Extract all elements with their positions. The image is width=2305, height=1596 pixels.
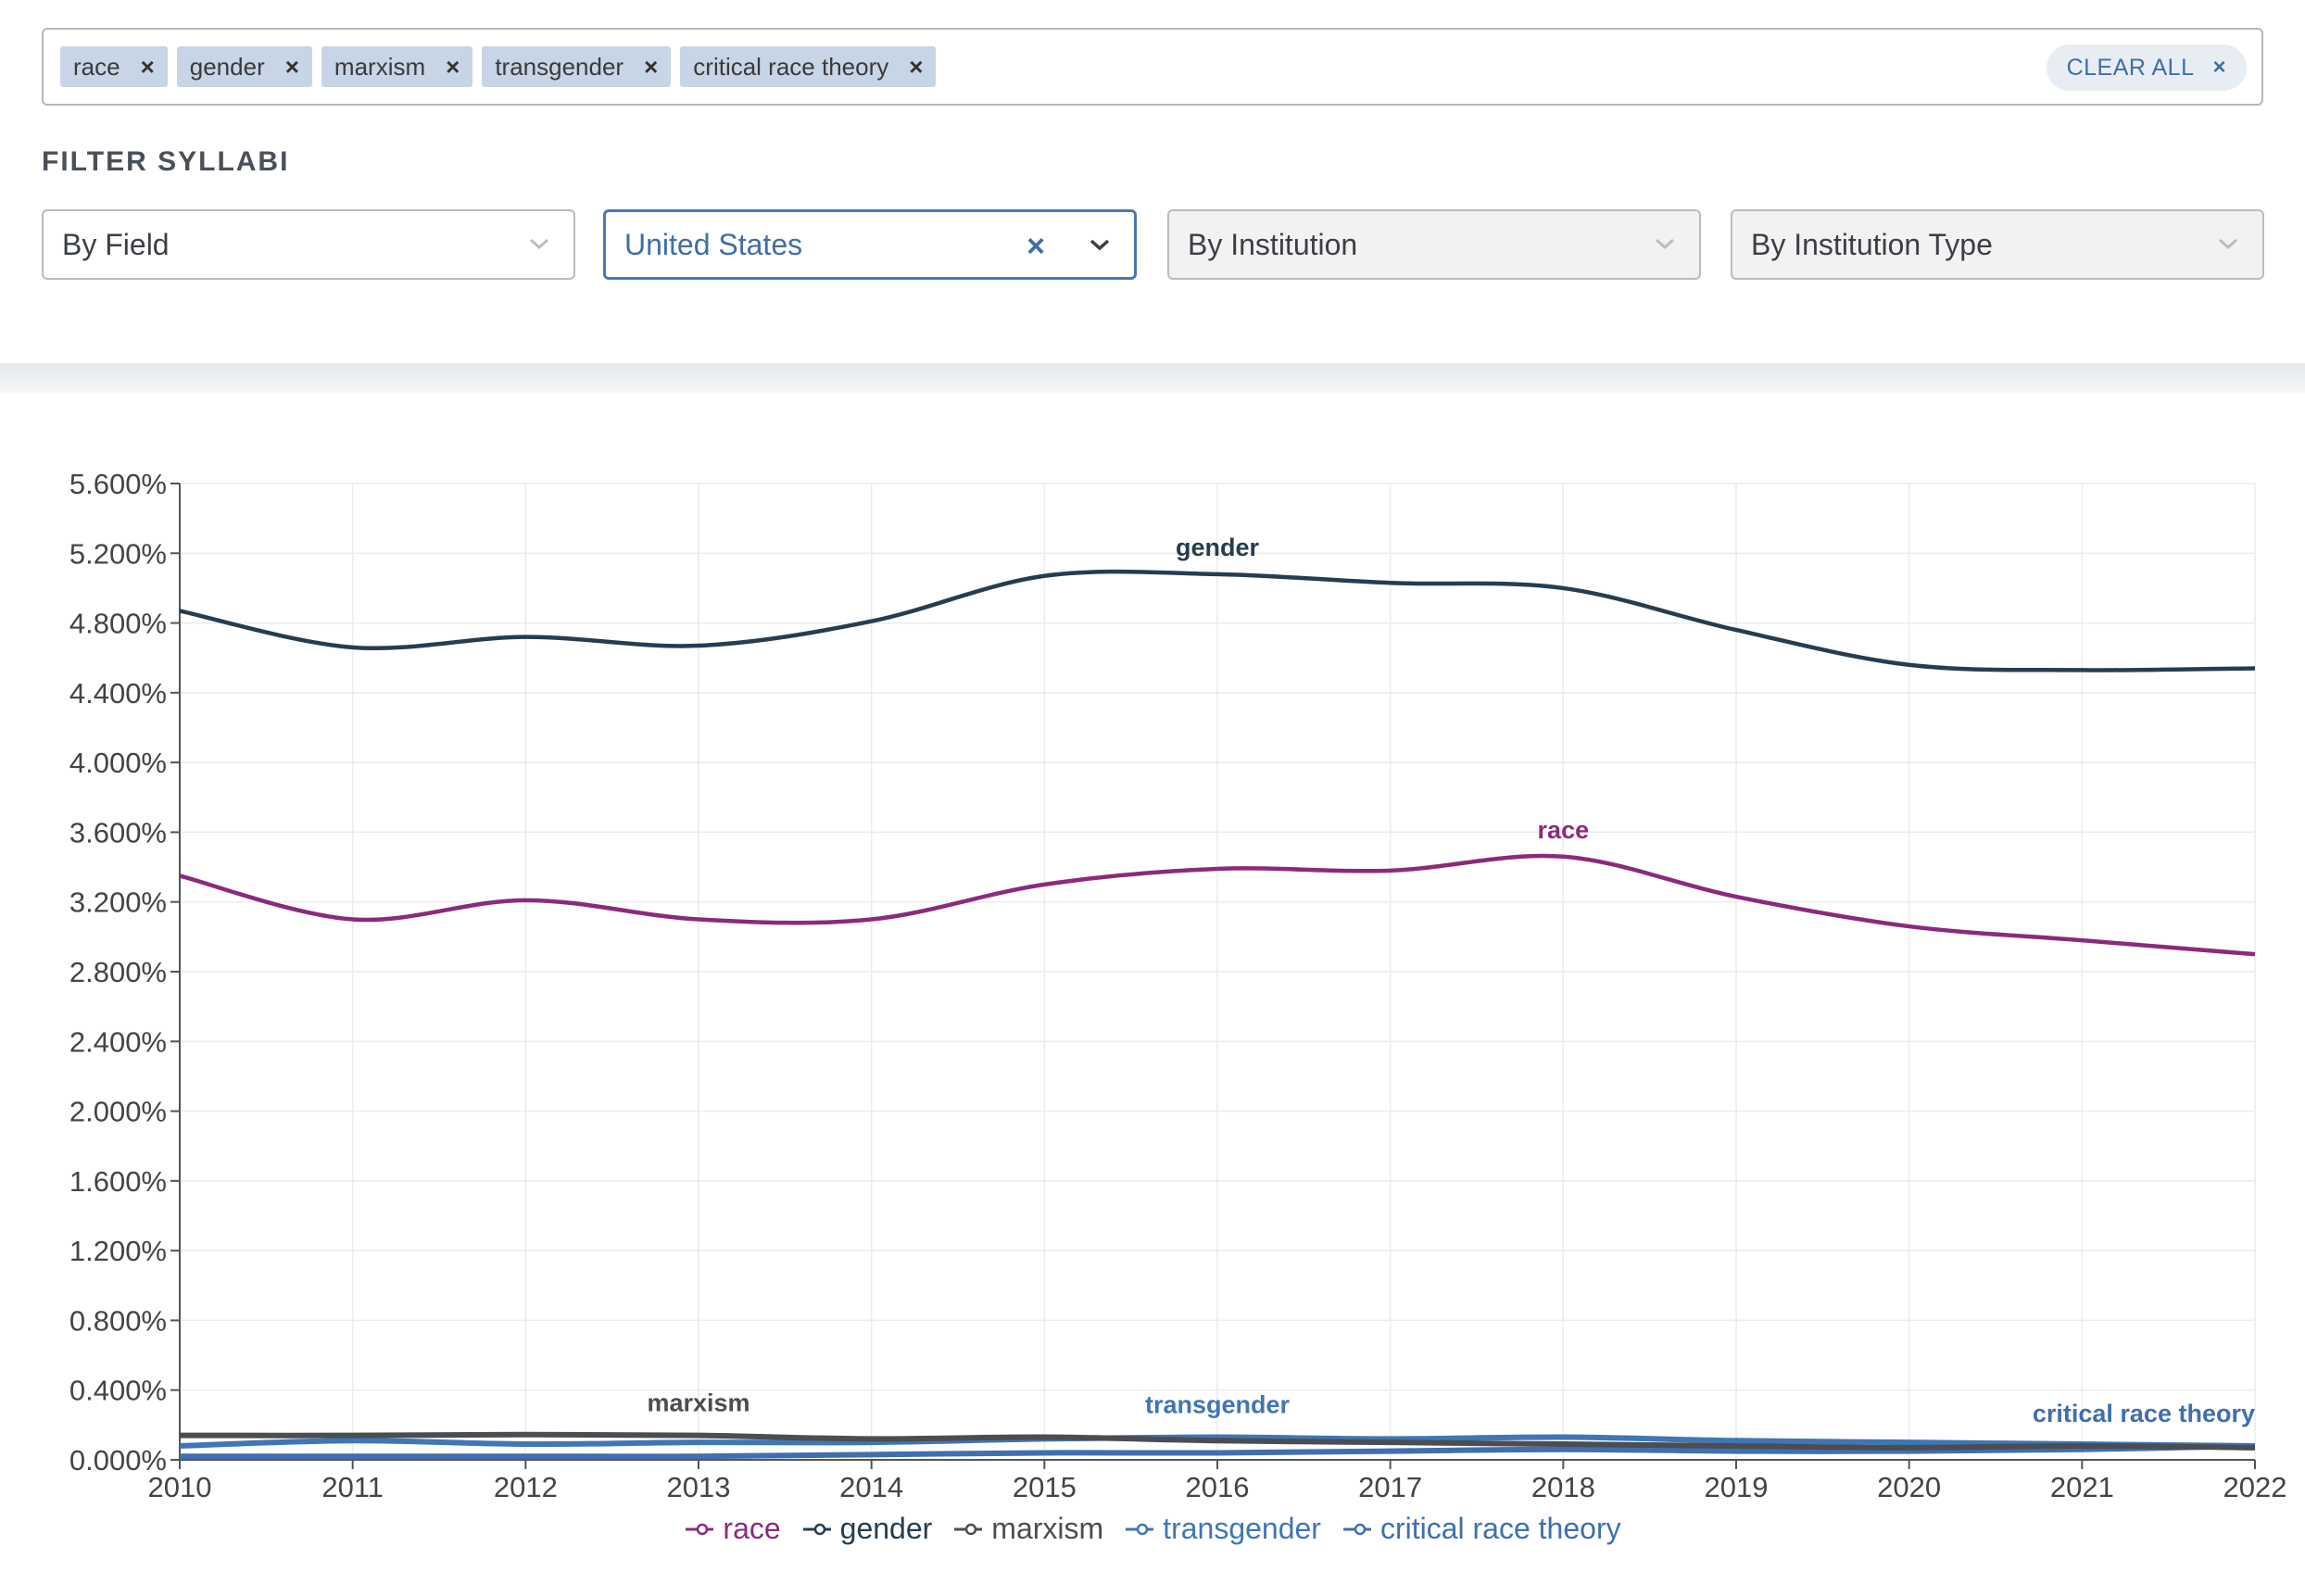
- series-label-race: race: [1538, 816, 1590, 844]
- legend-item-transgender[interactable]: transgender: [1124, 1512, 1321, 1546]
- chip-remove-icon[interactable]: ×: [909, 52, 924, 81]
- chip-transgender: transgender ×: [482, 46, 672, 87]
- legend-label: race: [723, 1512, 781, 1545]
- keyword-chips: race × gender × marxism × transgender × …: [60, 46, 937, 87]
- country-dropdown[interactable]: United States ×: [603, 209, 1137, 280]
- chevron-down-icon: [530, 238, 548, 250]
- series-line-transgender: [179, 1434, 2256, 1449]
- series-line-gender: [179, 569, 2256, 672]
- y-tick-label: 4.800%: [69, 608, 167, 640]
- institution-dropdown[interactable]: By Institution: [1167, 209, 1701, 280]
- x-tick-label: 2022: [2223, 1471, 2287, 1503]
- legend-marker-icon: [802, 1523, 831, 1535]
- y-tick-label: 4.000%: [69, 747, 167, 779]
- legend-label: marxism: [991, 1512, 1104, 1545]
- country-dropdown-value: United States: [624, 227, 803, 261]
- legend-label: gender: [839, 1512, 933, 1545]
- clear-all-label: CLEAR ALL: [2066, 54, 2195, 81]
- x-tick-label: 2021: [2050, 1471, 2114, 1503]
- legend-item-gender[interactable]: gender: [801, 1512, 933, 1546]
- institution-type-dropdown[interactable]: By Institution Type: [1731, 209, 2264, 280]
- y-tick-label: 0.800%: [69, 1304, 167, 1337]
- y-tick-label: 0.000%: [69, 1444, 167, 1477]
- chip-remove-icon[interactable]: ×: [644, 52, 659, 81]
- chip-label: marxism: [334, 52, 426, 81]
- y-tick-label: 1.200%: [69, 1235, 167, 1267]
- legend-item-marxism[interactable]: marxism: [952, 1512, 1103, 1546]
- x-tick-label: 2011: [321, 1471, 384, 1503]
- keyword-search-box[interactable]: race × gender × marxism × transgender × …: [42, 28, 2263, 106]
- legend-label: critical race theory: [1379, 1512, 1621, 1545]
- y-tick-label: 3.200%: [69, 886, 167, 919]
- x-tick-label: 2015: [1013, 1471, 1077, 1503]
- chip-label: critical race theory: [693, 52, 889, 81]
- filter-syllabi-title: FILTER SYLLABI: [42, 146, 290, 177]
- chip-race: race ×: [60, 46, 168, 87]
- chevron-down-icon: [1656, 238, 1674, 250]
- chevron-down-icon: [1090, 239, 1110, 251]
- legend-marker-icon: [1342, 1523, 1371, 1535]
- chip-remove-icon[interactable]: ×: [284, 52, 299, 81]
- field-dropdown-label: By Field: [62, 227, 170, 261]
- series-line-marxism: [179, 1431, 2256, 1451]
- line-chart: 0.000% 0.400% 0.800% 1.200% 1.600% 2.000% 2.40…: [69, 468, 2287, 1503]
- legend-marker-icon: [954, 1523, 983, 1535]
- x-tick-label: 2017: [1358, 1471, 1422, 1503]
- y-tick-label: 4.400%: [69, 677, 167, 710]
- chip-remove-icon[interactable]: ×: [446, 52, 460, 81]
- y-tick-label: 2.400%: [69, 1025, 167, 1058]
- series-label-critical-race-theory: critical race theory: [2033, 1400, 2255, 1427]
- x-tick-label: 2014: [839, 1471, 903, 1503]
- series-line-race: [179, 853, 2256, 957]
- y-tick-label: 2.800%: [69, 956, 167, 988]
- x-tick-label: 2018: [1531, 1471, 1595, 1503]
- y-tick-label: 2.000%: [69, 1096, 167, 1128]
- x-tick-label: 2013: [667, 1471, 731, 1503]
- y-tick-label: 1.600%: [69, 1165, 167, 1198]
- chip-marxism: marxism ×: [321, 46, 473, 87]
- chip-label: gender: [189, 52, 265, 81]
- legend-label: transgender: [1163, 1512, 1321, 1545]
- chip-label: transgender: [495, 52, 624, 81]
- y-tick-label: 0.400%: [69, 1375, 167, 1407]
- x-tick-label: 2010: [148, 1471, 212, 1503]
- y-tick-label: 5.200%: [69, 537, 167, 570]
- legend-marker-icon: [686, 1523, 714, 1535]
- field-dropdown[interactable]: By Field: [42, 209, 575, 280]
- series-label-transgender: transgender: [1145, 1391, 1291, 1419]
- section-divider: [0, 363, 2305, 393]
- close-icon: ×: [2212, 55, 2226, 80]
- institution-dropdown-label: By Institution: [1188, 227, 1358, 261]
- chip-gender: gender ×: [176, 46, 312, 87]
- legend-item-critical-race-theory[interactable]: critical race theory: [1341, 1512, 1621, 1546]
- institution-type-dropdown-label: By Institution Type: [1751, 227, 1993, 261]
- x-tick-label: 2020: [1877, 1471, 1941, 1503]
- clear-country-icon[interactable]: ×: [1027, 229, 1045, 264]
- series-line-critical-race-theory: [180, 1442, 2256, 1460]
- series-label-marxism: marxism: [647, 1389, 749, 1417]
- y-tick-label: 3.600%: [69, 816, 167, 848]
- chevron-down-icon: [2219, 238, 2237, 250]
- legend-item-race[interactable]: race: [684, 1512, 781, 1546]
- y-tick-label: 5.600%: [69, 468, 167, 500]
- series-label-gender: gender: [1176, 534, 1260, 561]
- clear-all-button[interactable]: CLEAR ALL ×: [2046, 44, 2247, 91]
- chart-legend: race gender marxism transgender critical rac…: [0, 1512, 2305, 1546]
- x-tick-label: 2012: [494, 1471, 558, 1503]
- trend-chart: 0.000% 0.400% 0.800% 1.200% 1.600% 2.000% 2.40…: [0, 393, 2305, 1591]
- x-tick-label: 2019: [1705, 1471, 1769, 1503]
- x-tick-label: 2016: [1186, 1471, 1250, 1503]
- search-panel: race × gender × marxism × transgender × …: [0, 0, 2305, 363]
- legend-marker-icon: [1126, 1523, 1154, 1535]
- chip-remove-icon[interactable]: ×: [140, 52, 155, 81]
- chip-label: race: [73, 52, 120, 81]
- chip-critical-race-theory: critical race theory ×: [680, 46, 937, 87]
